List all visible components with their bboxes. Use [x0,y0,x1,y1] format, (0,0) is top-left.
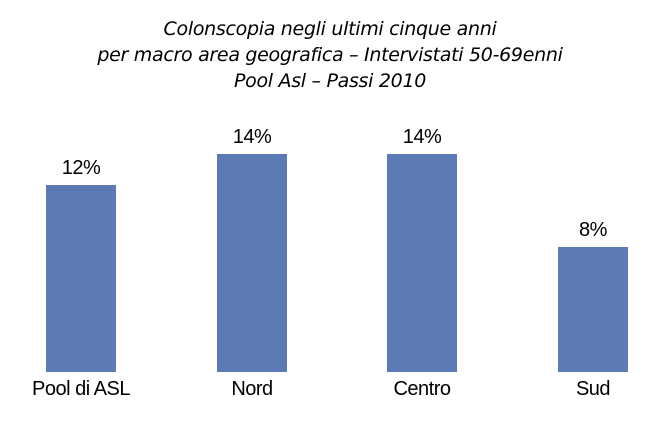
chart-title-line-1: Colonscopia negli ultimi cinque anni [163,18,497,40]
chart-title: Colonscopia negli ultimi cinque anni per… [0,16,660,94]
value-label-pool-di-asl: 12% [61,157,101,179]
bar-pool-di-asl [46,185,116,372]
bar-centro [387,154,457,372]
value-label-nord: 14% [232,126,272,148]
category-label-pool-di-asl: Pool di ASL [32,378,130,400]
value-label-centro: 14% [402,126,442,148]
category-label-sud: Sud [575,378,611,400]
bar-nord [217,154,287,372]
category-label-nord: Nord [231,378,273,400]
chart-title-line-2: per macro area geografica – Intervistati… [97,44,563,66]
chart-title-line-3: Pool Asl – Passi 2010 [233,70,427,92]
category-label-centro: Centro [393,378,451,400]
bar-sud [558,247,628,372]
value-label-sud: 8% [579,219,607,241]
